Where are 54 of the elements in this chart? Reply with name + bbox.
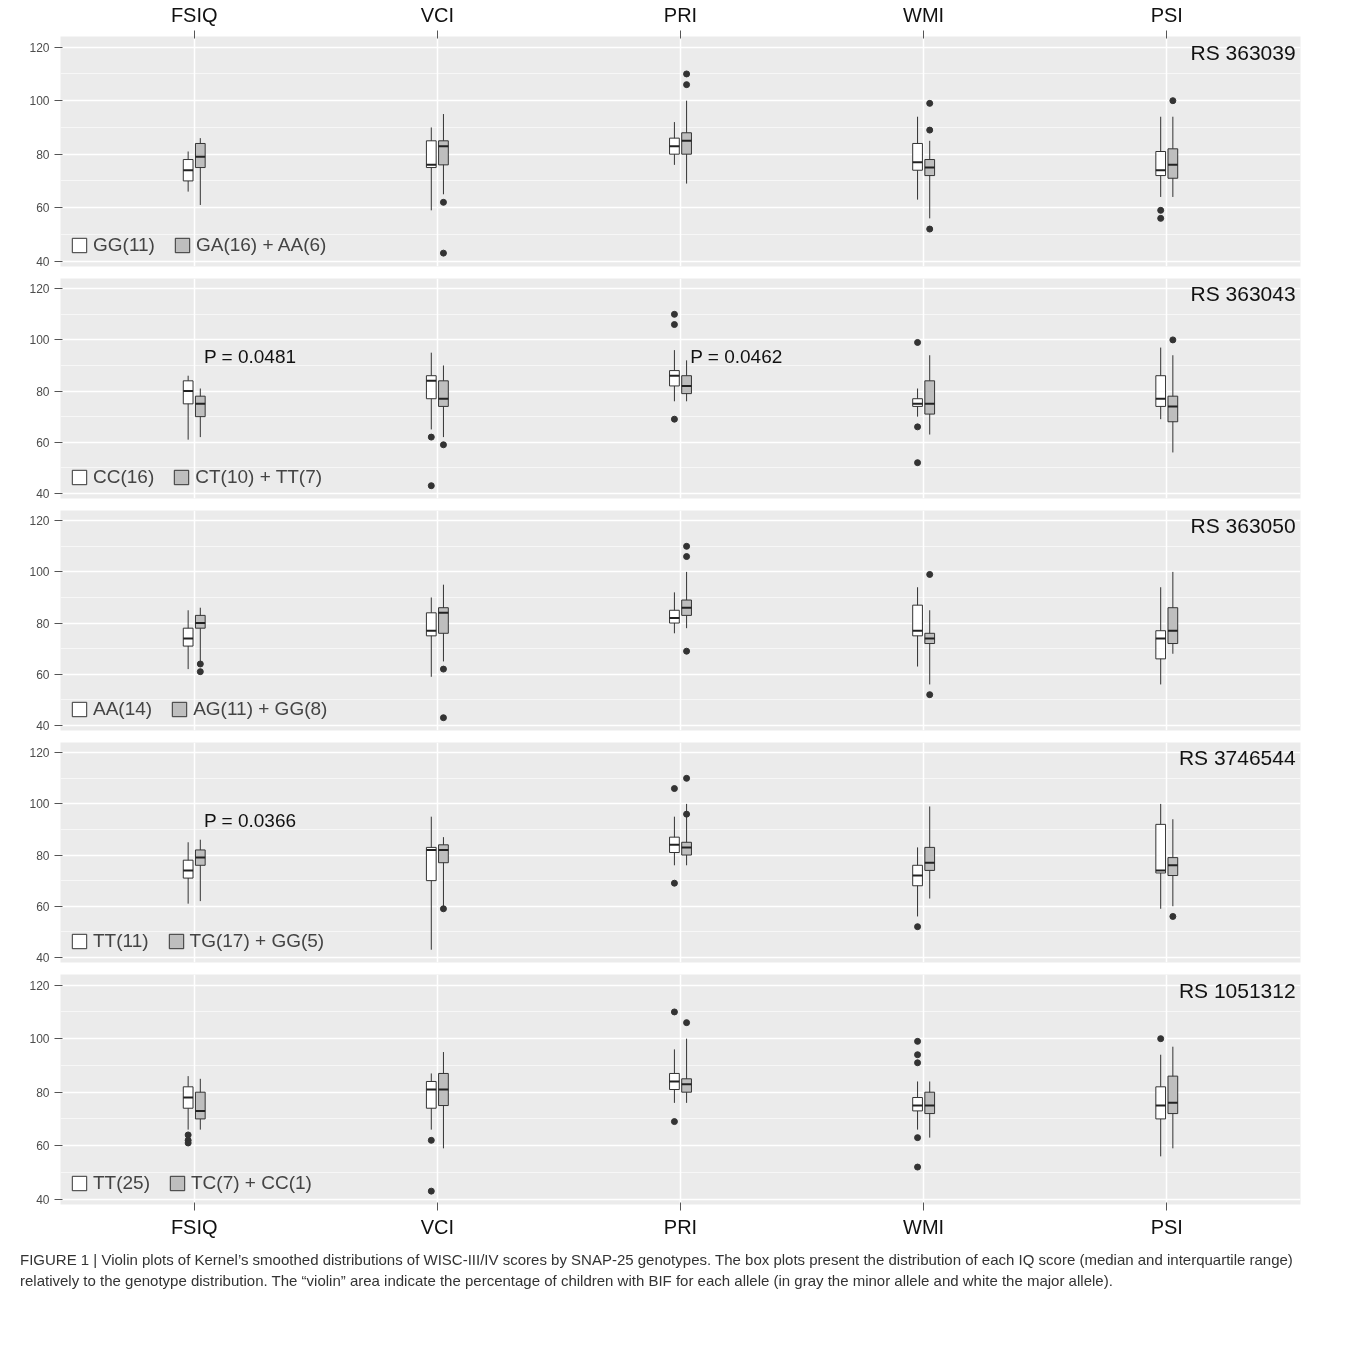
- x-tick-label: FSIQ: [170, 3, 218, 26]
- y-tick-label: 120: [29, 282, 50, 297]
- y-tick-label: 80: [36, 848, 50, 863]
- legend-label: CT(10) + TT(7): [195, 466, 323, 488]
- legend-label: AG(11) + GG(8): [193, 698, 328, 720]
- annotation: P = 0.0462: [690, 345, 783, 367]
- y-tick-label: 60: [36, 1139, 50, 1154]
- x-tick-label: WMI: [903, 1215, 945, 1238]
- y-tick-label: 80: [36, 147, 50, 162]
- y-tick-label: 40: [36, 486, 50, 501]
- y-tick-label: 120: [29, 978, 50, 993]
- y-tick-label: 60: [36, 435, 50, 450]
- x-tick-label: PSI: [1150, 1215, 1183, 1238]
- y-tick-label: 100: [29, 333, 50, 348]
- x-tick-label: FSIQ: [170, 1215, 218, 1238]
- y-tick-label: 80: [36, 1085, 50, 1100]
- y-tick-label: 60: [36, 667, 50, 682]
- legend-label: CC(16): [93, 466, 155, 488]
- y-tick-label: 40: [36, 254, 50, 269]
- legend-label: GA(16) + AA(6): [195, 234, 327, 256]
- y-tick-label: 80: [36, 384, 50, 399]
- legend-label: TC(7) + CC(1): [191, 1172, 312, 1194]
- caption: FIGURE 1 | Violin plots of Kernel’s smoothed distributions of WISC-III/IV scores by SNAP-25 genotypes. The box plots present the distribution of each IQ score (median and interquartile range) relatively to the genotype distribution. The “violin” area indicate the percentage of children with BIF for each allele (in gray the minor allele and white the major allele).: [20, 1250, 1294, 1292]
- y-tick-label: 120: [29, 514, 50, 529]
- y-tick-label: 100: [29, 1032, 50, 1047]
- legend-label: AA(14): [93, 698, 153, 720]
- y-tick-label: 100: [29, 565, 50, 580]
- y-tick-label: 120: [29, 746, 50, 761]
- x-tick-label: PRI: [663, 1215, 698, 1238]
- y-tick-label: 60: [36, 899, 50, 914]
- legend-label: TT(11): [93, 930, 149, 952]
- y-tick-label: 40: [36, 950, 50, 965]
- chart-title: RS 363050: [1190, 514, 1296, 538]
- y-tick-label: 100: [29, 94, 50, 109]
- y-tick-label: 100: [29, 797, 50, 812]
- x-tick-label: WMI: [903, 3, 945, 26]
- chart-title: RS 363043: [1190, 282, 1296, 306]
- y-tick-label: 60: [36, 201, 50, 216]
- legend-label: TT(25): [93, 1172, 150, 1194]
- annotation: P = 0.0481: [203, 345, 297, 367]
- x-tick-label: VCI: [420, 3, 455, 26]
- x-tick-label: VCI: [420, 1215, 455, 1238]
- x-tick-label: PSI: [1150, 3, 1183, 26]
- x-tick-label: PRI: [663, 3, 698, 26]
- annotation: P = 0.0366: [203, 809, 297, 831]
- legend-label: GG(11): [93, 234, 155, 256]
- chart-title: RS 363039: [1190, 40, 1296, 64]
- y-tick-label: 40: [36, 718, 50, 733]
- y-tick-label: 40: [36, 1192, 50, 1207]
- chart-title: RS 1051312: [1178, 978, 1296, 1002]
- y-tick-label: 120: [29, 40, 50, 55]
- y-tick-label: 80: [36, 616, 50, 631]
- legend-label: TG(17) + GG(5): [189, 930, 325, 952]
- chart-title: RS 3746544: [1178, 746, 1296, 770]
